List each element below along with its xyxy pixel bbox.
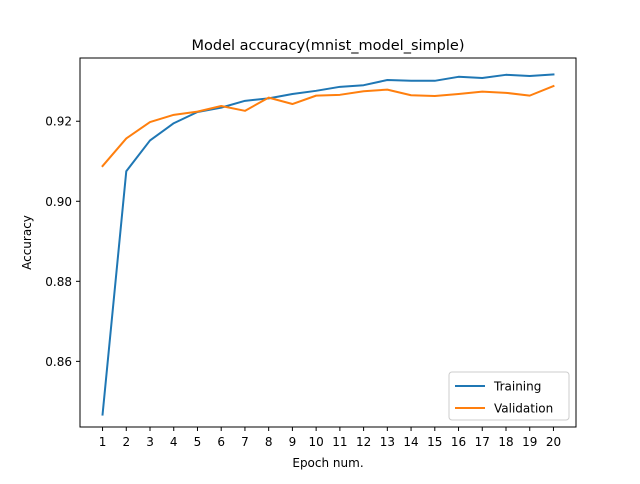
x-tick-label: 7 <box>241 435 249 449</box>
series-layer <box>101 73 555 416</box>
x-tick-label: 3 <box>146 435 154 449</box>
x-tick-label: 6 <box>217 435 225 449</box>
x-tick-label: 12 <box>356 435 371 449</box>
y-tick-label: 0.86 <box>45 355 72 369</box>
x-tick-label: 17 <box>475 435 490 449</box>
x-tick-label: 18 <box>498 435 513 449</box>
series-line-validation <box>101 84 555 168</box>
legend-label-training: Training <box>493 380 541 394</box>
chart-title: Model accuracy(mnist_model_simple) <box>192 38 465 54</box>
x-axis-label: Epoch num. <box>292 456 363 470</box>
x-tick-label: 14 <box>403 435 418 449</box>
x-tick-label: 10 <box>308 435 323 449</box>
x-tick-label: 2 <box>122 435 130 449</box>
x-tick-label: 9 <box>289 435 297 449</box>
legend: Training Validation <box>448 371 570 421</box>
y-tick-label: 0.88 <box>45 275 72 289</box>
x-tick-label: 1 <box>99 435 107 449</box>
x-tick-label: 13 <box>380 435 395 449</box>
x-tick-label: 16 <box>451 435 466 449</box>
x-axis-ticks: 1 2 3 4 5 6 7 8 9 10 11 12 13 14 15 16 17 18 19 20 <box>99 427 561 449</box>
x-tick-label: 8 <box>265 435 273 449</box>
plot-area-frame <box>79 57 577 428</box>
y-tick-label: 0.92 <box>45 115 72 129</box>
legend-label-validation: Validation <box>494 402 553 416</box>
x-tick-label: 5 <box>194 435 202 449</box>
x-tick-label: 4 <box>170 435 178 449</box>
x-tick-label: 20 <box>546 435 561 449</box>
y-axis-label: Accuracy <box>20 215 34 270</box>
x-tick-label: 11 <box>332 435 347 449</box>
x-tick-label: 15 <box>427 435 442 449</box>
x-tick-label: 19 <box>522 435 537 449</box>
y-axis-ticks: 0.86 0.88 0.90 0.92 <box>45 115 80 369</box>
series-line-training <box>101 73 555 416</box>
y-tick-label: 0.90 <box>45 195 72 209</box>
